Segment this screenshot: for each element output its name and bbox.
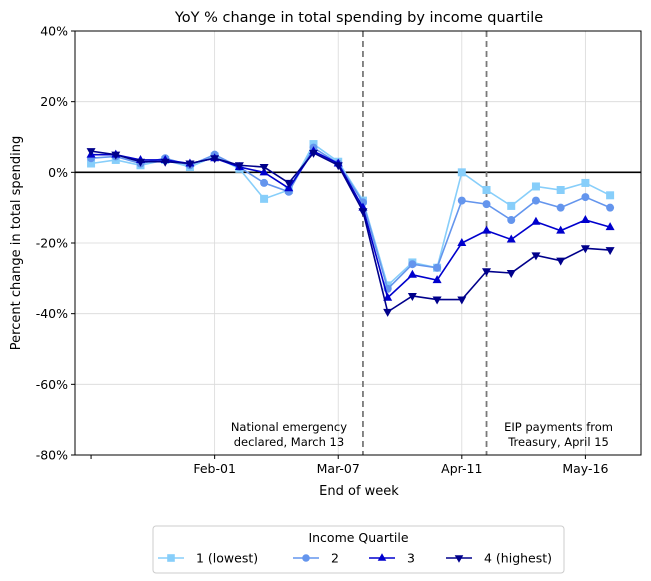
event-label: declared, March 13: [234, 435, 344, 449]
series-4-highest-: [86, 148, 615, 317]
data-point: [259, 164, 269, 173]
series-2: [87, 143, 615, 293]
x-tick-label: Feb-01: [193, 461, 236, 476]
data-point: [580, 245, 590, 254]
x-tick-label: May-16: [562, 461, 608, 476]
data-point: [606, 191, 615, 200]
series-line: [90, 142, 611, 287]
data-point: [506, 234, 516, 243]
data-point: [506, 270, 516, 279]
data-point: [167, 554, 175, 562]
data-point: [556, 203, 565, 212]
x-tick-label: Mar-07: [317, 461, 360, 476]
data-point: [260, 178, 269, 187]
data-point: [556, 257, 566, 266]
y-tick-label: -60%: [36, 377, 68, 392]
x-axis: Feb-01 Mar-07 Apr-11 May-16: [90, 455, 608, 476]
y-axis-label: Percent change in total spending: [9, 136, 24, 350]
data-point: [260, 194, 269, 203]
legend-item: 4 (highest): [446, 551, 552, 566]
legend-frame: [152, 525, 565, 574]
data-point: [87, 159, 96, 168]
x-tick-label: Apr-11: [441, 461, 482, 476]
data-point: [556, 225, 566, 234]
data-point: [210, 155, 220, 164]
data-point: [135, 158, 145, 167]
y-tick-label: -80%: [36, 448, 68, 463]
data-point: [605, 222, 615, 231]
chart-title: YoY % change in total spending by income…: [174, 10, 543, 26]
y-tick-label: 40%: [40, 24, 68, 39]
data-point: [531, 182, 540, 191]
grid: [75, 30, 641, 456]
data-point: [482, 268, 492, 277]
data-point: [407, 293, 417, 301]
data-point: [309, 149, 319, 158]
legend-items: 1 (lowest) 2 3 4 (highest): [158, 551, 552, 566]
legend-label: 1 (lowest): [196, 551, 258, 566]
data-point: [454, 555, 464, 563]
data-point: [432, 275, 442, 284]
data-point: [507, 216, 516, 225]
data-point: [482, 186, 491, 194]
data-point: [302, 554, 310, 562]
data-point: [581, 178, 590, 187]
data-point: [433, 263, 442, 272]
y-tick-label: 0%: [48, 165, 68, 180]
legend-label: 4 (highest): [484, 551, 552, 566]
data-point: [383, 308, 393, 317]
data-point: [605, 247, 615, 256]
legend-item: 1 (lowest): [158, 551, 258, 566]
data-point: [160, 158, 170, 167]
y-axis: -80% -60% -40% -20% 0% 20% 40%: [36, 24, 75, 463]
data-point: [457, 168, 466, 177]
data-point: [407, 269, 417, 278]
data-point: [284, 179, 294, 188]
data-point: [531, 252, 541, 261]
series-3: [86, 146, 615, 301]
event-label: EIP payments from: [504, 420, 613, 434]
y-tick-label: -20%: [36, 236, 68, 251]
series-group: [86, 140, 615, 317]
data-point: [377, 553, 387, 561]
data-point: [408, 260, 417, 269]
y-tick-label: 20%: [40, 94, 68, 109]
x-axis-label: End of week: [319, 484, 399, 499]
data-point: [457, 196, 466, 205]
series-line: [90, 150, 611, 314]
data-point: [556, 186, 565, 194]
data-point: [432, 296, 442, 305]
y-tick-label: -40%: [36, 306, 68, 321]
data-point: [111, 151, 121, 160]
data-point: [482, 200, 491, 209]
legend: Income Quartile 1 (lowest) 2 3 4 (highest): [152, 525, 565, 574]
legend-label: 3: [407, 551, 415, 566]
legend-title: Income Quartile: [308, 530, 408, 545]
data-point: [234, 162, 244, 171]
data-point: [482, 225, 492, 234]
legend-label: 2: [331, 551, 339, 566]
event-label: National emergency: [231, 420, 347, 434]
data-point: [531, 196, 540, 205]
data-point: [333, 162, 343, 171]
data-point: [580, 215, 590, 224]
legend-item: 3: [369, 551, 415, 566]
data-point: [358, 208, 368, 217]
legend-item: 2: [293, 551, 339, 566]
data-point: [86, 148, 96, 157]
data-point: [457, 238, 467, 246]
data-point: [581, 193, 590, 202]
data-point: [507, 201, 516, 210]
series-line: [91, 150, 611, 300]
series-line: [91, 146, 611, 291]
data-point: [383, 292, 393, 301]
event-label: Treasury, April 15: [507, 435, 609, 449]
data-point: [185, 160, 195, 169]
data-point: [531, 216, 541, 225]
data-point: [457, 296, 467, 305]
data-point: [606, 203, 615, 212]
